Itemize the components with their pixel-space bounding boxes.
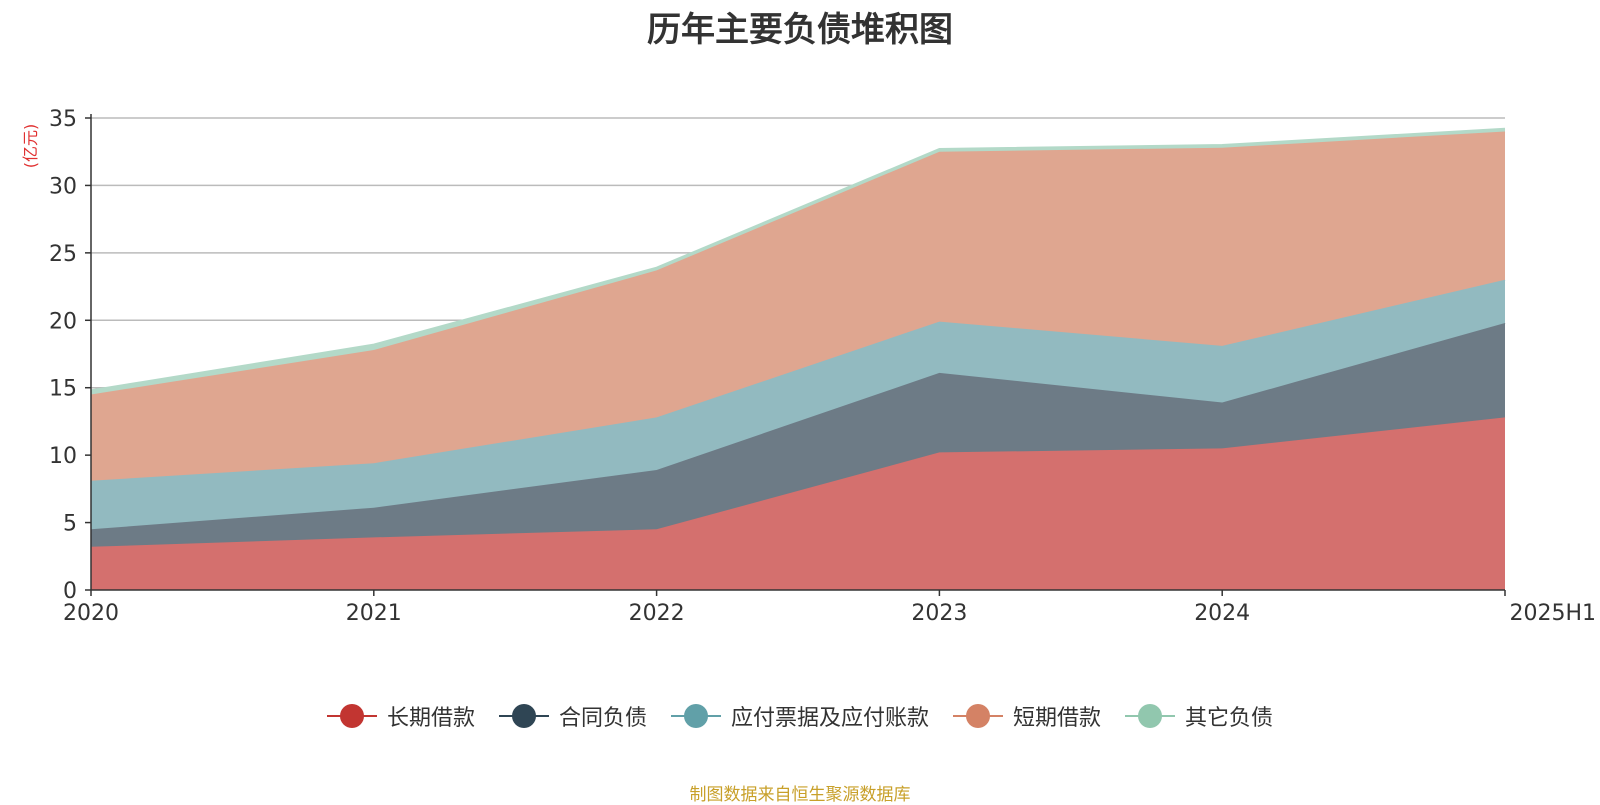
y-tick-label: 0 [63, 579, 77, 604]
y-tick-label: 25 [49, 242, 77, 267]
y-axis-label: (亿元) [21, 124, 40, 169]
legend-marker [326, 704, 377, 728]
y-tick-label: 35 [49, 107, 77, 132]
x-tick-label: 2023 [911, 601, 967, 626]
area-2 [91, 279, 1505, 530]
legend-item[interactable]: 其它负债 [1125, 700, 1273, 732]
x-tick-label: 2020 [63, 601, 119, 626]
legend-label: 其它负债 [1185, 706, 1274, 731]
area-3 [91, 131, 1505, 481]
legend-marker [1125, 704, 1176, 728]
y-tick-label: 15 [49, 377, 77, 402]
legend-label: 合同负债 [558, 706, 647, 731]
axes: 0 5 10 15 20 25 30 35 2020 2021 2022 2023 2024 2025H1 [49, 107, 1596, 626]
legend-marker [498, 704, 549, 728]
chart-title: 历年主要负债堆积图 [647, 10, 953, 50]
x-tick-label: 2021 [346, 601, 402, 626]
legend-item[interactable]: 应付票据及应付账款 [670, 700, 929, 732]
y-tick-label: 20 [49, 309, 77, 334]
y-tick-label: 30 [49, 174, 77, 199]
area-edge-4 [90, 127, 1506, 392]
legend: 长期借款 合同负债 应付票据及应付账款 短期借款 其它负债 [0, 700, 1600, 732]
legend-marker [670, 704, 721, 728]
y-tick-label: 5 [63, 512, 77, 537]
area-1 [91, 323, 1505, 547]
legend-item[interactable]: 长期借款 [326, 700, 475, 732]
x-tick-label: 2025H1 [1509, 601, 1596, 626]
area-0 [91, 417, 1505, 590]
legend-label: 长期借款 [386, 706, 475, 731]
x-tick-label: 2024 [1194, 601, 1250, 626]
legend-item[interactable]: 短期借款 [953, 700, 1101, 732]
area-4 [91, 128, 1505, 395]
legend-marker [953, 704, 1003, 728]
area-series [90, 127, 1506, 590]
data-source-note: 制图数据来自恒生聚源数据库 [689, 785, 911, 805]
legend-label: 短期借款 [1013, 706, 1102, 731]
legend-item[interactable]: 合同负债 [498, 700, 647, 732]
legend-label: 应付票据及应付账款 [730, 706, 929, 731]
y-tick-label: 10 [49, 444, 77, 469]
x-tick-label: 2022 [629, 601, 685, 626]
